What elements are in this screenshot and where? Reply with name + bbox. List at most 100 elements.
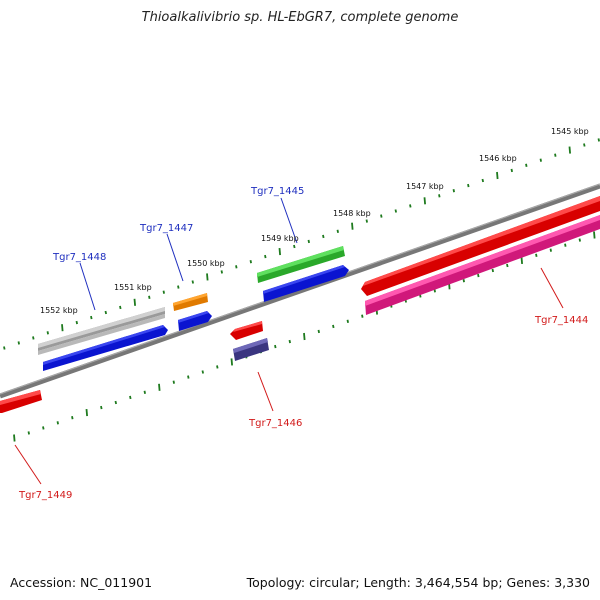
- outer-tick-35: [510, 168, 513, 173]
- gene-tgr7-1446-track-1[interactable]: [230, 321, 263, 340]
- outer-tick-20: [293, 244, 296, 249]
- outer-tick-32: [467, 183, 470, 188]
- leader-tgr7-1444: [540, 267, 564, 309]
- outer-tick-18: [264, 254, 267, 259]
- gene-tgr7-1447-track-2[interactable]: [178, 311, 212, 331]
- inner-tick-32: [477, 273, 480, 278]
- gene-label-tgr7-1445[interactable]: Tgr7_1445: [250, 186, 304, 197]
- inner-tick-1: [27, 431, 30, 435]
- inner-tick-23: [346, 319, 349, 323]
- topology-text: Topology: circular; Length: 3,464,554 bp…: [246, 575, 590, 590]
- kbp-label-1550: 1550 kbp: [187, 259, 225, 268]
- outer-tick-10: [148, 295, 151, 299]
- inner-tick-40: [593, 231, 596, 239]
- outer-tick-29: [423, 197, 426, 205]
- gene-label-tgr7-1446[interactable]: Tgr7_1446: [248, 418, 302, 429]
- gene-tgr7-1446-track-2[interactable]: [233, 338, 269, 361]
- gene-label-tgr7-1444[interactable]: Tgr7_1444: [534, 315, 588, 326]
- outer-tick-31: [452, 189, 455, 193]
- outer-tick-12: [177, 285, 180, 289]
- leader-tgr7-1445: [280, 197, 298, 244]
- gene-tgr7-1449-track-1[interactable]: [0, 390, 42, 413]
- inner-tick-0: [13, 434, 16, 442]
- kbp-label-1548: 1548 kbp: [333, 209, 371, 218]
- kbp-label-1549: 1549 kbp: [261, 234, 299, 243]
- kbp-label-1546: 1546 kbp: [479, 154, 517, 163]
- outer-tick-28: [409, 204, 412, 208]
- gene-tgr7-1447-track-1[interactable]: [173, 293, 208, 311]
- inner-tick-36: [535, 253, 538, 257]
- outer-tick-21: [307, 239, 310, 244]
- inner-tick-18: [274, 344, 277, 349]
- outer-tick-36: [525, 163, 528, 167]
- outer-tick-25: [365, 219, 368, 223]
- inner-tick-21: [317, 329, 320, 334]
- outer-tick-row: [3, 138, 600, 350]
- leader-tgr7-1448: [79, 262, 96, 311]
- outer-tick-6: [90, 315, 93, 320]
- outer-tick-33: [481, 178, 484, 183]
- inner-tick-2: [42, 426, 45, 430]
- outer-tick-41: [597, 138, 600, 142]
- inner-tick-35: [520, 256, 523, 264]
- inner-tick-19: [288, 339, 291, 344]
- outer-tick-16: [235, 265, 238, 269]
- gene-tgr7-1445-track-2[interactable]: [263, 265, 349, 302]
- leader-tgr7-1446: [257, 371, 274, 412]
- inner-tick-13: [201, 370, 204, 374]
- gene-tgr7-1448-track-1[interactable]: [38, 307, 165, 355]
- gene-tgr7-1444-track-2[interactable]: [365, 215, 600, 315]
- leader-tgr7-1447: [166, 233, 184, 282]
- inner-tick-11: [172, 380, 175, 384]
- accession-text: Accession: NC_011901: [10, 575, 153, 590]
- inner-tick-31: [462, 279, 465, 283]
- outer-tick-2: [32, 336, 35, 340]
- outer-tick-24: [351, 222, 354, 230]
- inner-tick-3: [56, 421, 59, 425]
- outer-tick-5: [75, 320, 78, 325]
- outer-tick-22: [322, 234, 325, 239]
- inner-tick-39: [578, 238, 581, 242]
- gene-label-tgr7-1448[interactable]: Tgr7_1448: [52, 252, 106, 263]
- gene-tgr7-1444-track-1[interactable]: [361, 196, 600, 296]
- inner-tick-33: [491, 268, 494, 273]
- inner-tick-row: [13, 231, 596, 442]
- outer-tick-34: [496, 171, 499, 180]
- outer-tick-0: [3, 346, 6, 350]
- inner-tick-7: [114, 400, 117, 405]
- inner-tick-29: [433, 289, 436, 293]
- outer-tick-30: [438, 194, 441, 198]
- outer-tick-13: [191, 280, 194, 284]
- inner-tick-15: [230, 358, 233, 366]
- outer-tick-9: [133, 298, 136, 306]
- outer-tick-26: [380, 214, 383, 218]
- outer-tick-14: [206, 273, 209, 281]
- outer-tick-17: [249, 260, 252, 264]
- gene-tgr7-1448-track-2[interactable]: [43, 325, 168, 371]
- inner-tick-5: [85, 409, 88, 417]
- outer-tick-38: [554, 153, 557, 157]
- inner-tick-38: [564, 243, 567, 247]
- genome-backbone: [0, 183, 600, 399]
- outer-tick-37: [539, 158, 542, 162]
- gene-label-tgr7-1447[interactable]: Tgr7_1447: [139, 223, 193, 234]
- gene-tgr7-1445-track-1[interactable]: [257, 246, 345, 283]
- kbp-label-1545: 1545 kbp: [551, 127, 589, 136]
- map-title: Thioalkalivibrio sp. HL-EbGR7, complete …: [141, 10, 459, 25]
- outer-tick-7: [104, 310, 107, 315]
- kbp-label-1551: 1551 kbp: [114, 283, 152, 292]
- outer-tick-4: [61, 324, 64, 332]
- inner-tick-8: [129, 395, 132, 400]
- inner-tick-12: [187, 375, 190, 379]
- outer-tick-15: [220, 270, 223, 274]
- gene-label-tgr7-1449[interactable]: Tgr7_1449: [18, 490, 72, 501]
- kbp-label-1552: 1552 kbp: [40, 306, 78, 315]
- inner-tick-24: [361, 314, 364, 318]
- inner-tick-9: [143, 390, 146, 394]
- inner-tick-10: [158, 383, 161, 391]
- outer-tick-8: [119, 305, 122, 310]
- inner-tick-14: [216, 365, 219, 369]
- outer-tick-3: [46, 331, 49, 335]
- outer-tick-19: [278, 248, 281, 256]
